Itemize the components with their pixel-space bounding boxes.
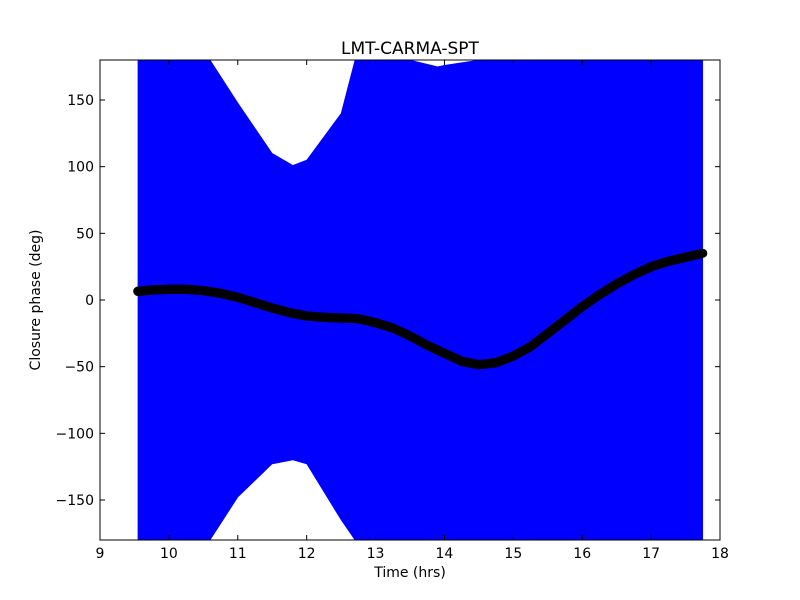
x-tick-label: 11 <box>229 546 247 562</box>
y-tick-label: 150 <box>67 93 94 109</box>
x-tick-label: 18 <box>711 546 729 562</box>
x-tick-label: 10 <box>160 546 178 562</box>
y-tick-label: 0 <box>85 293 94 309</box>
x-tick-label: 15 <box>504 546 522 562</box>
y-tick-label: 100 <box>67 160 94 176</box>
y-tick-label: −50 <box>64 360 94 376</box>
data-point <box>698 248 708 258</box>
plot-area: 9 10 11 12 13 14 15 16 17 18 −150 −100 −50 0 50 100 150 <box>56 59 729 562</box>
x-tick-label: 16 <box>573 546 591 562</box>
y-tick-label: 50 <box>76 226 94 242</box>
y-tick-label: −150 <box>56 493 94 509</box>
x-axis-label: Time (hrs) <box>373 565 446 581</box>
x-tick-label: 13 <box>367 546 385 562</box>
plot-clip-group <box>133 60 708 540</box>
y-tick-label: −100 <box>56 426 94 442</box>
y-axis-label: Closure phase (deg) <box>28 230 44 371</box>
x-tick-label: 9 <box>96 546 105 562</box>
chart-title: LMT-CARMA-SPT <box>341 39 480 59</box>
x-tick-label: 12 <box>298 546 316 562</box>
x-tick-label: 17 <box>642 546 660 562</box>
error-band <box>137 60 704 540</box>
x-tick-label: 14 <box>436 546 454 562</box>
